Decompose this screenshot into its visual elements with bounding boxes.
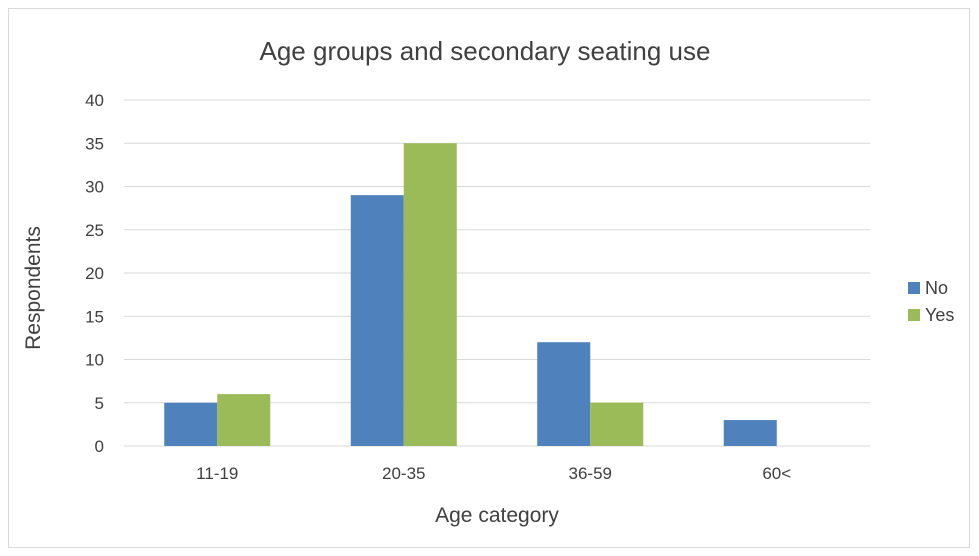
bar-no-60< [723,420,777,446]
x-tick-labels: 11-19 20-35 36-59 60< [196,464,791,483]
y-tick-label: 40 [85,91,104,110]
y-tick-label: 15 [85,307,104,326]
y-tick-label: 0 [95,437,104,456]
x-tick-label: 60< [762,464,791,483]
legend-label-yes: Yes [925,305,954,325]
legend-swatch-no [908,282,920,294]
y-tick-label: 30 [85,178,104,197]
y-tick-label: 35 [85,134,104,153]
y-tick-labels: 0 5 10 15 20 25 30 35 40 [85,91,104,456]
legend: No Yes [908,278,954,325]
y-tick-label: 5 [95,394,104,413]
x-tick-label: 11-19 [196,464,238,483]
x-tick-label: 20-35 [382,464,425,483]
bar-yes-11-19 [217,394,271,446]
y-tick-label: 10 [85,351,104,370]
bar-no-11-19 [164,402,218,446]
bar-no-36-59 [537,342,591,446]
bars [164,143,777,446]
chart-frame [8,8,970,548]
legend-swatch-yes [908,309,920,321]
chart-title: Age groups and secondary seating use [260,36,711,66]
legend-label-no: No [925,278,948,298]
bar-yes-20-35 [403,143,457,446]
x-axis-title: Age category [435,504,559,527]
bar-no-20-35 [350,195,404,446]
y-tick-label: 20 [85,264,104,283]
y-tick-label: 25 [85,221,104,240]
bar-yes-36-59 [590,402,644,446]
y-axis-title: Respondents [22,226,45,350]
x-tick-label: 36-59 [569,464,612,483]
